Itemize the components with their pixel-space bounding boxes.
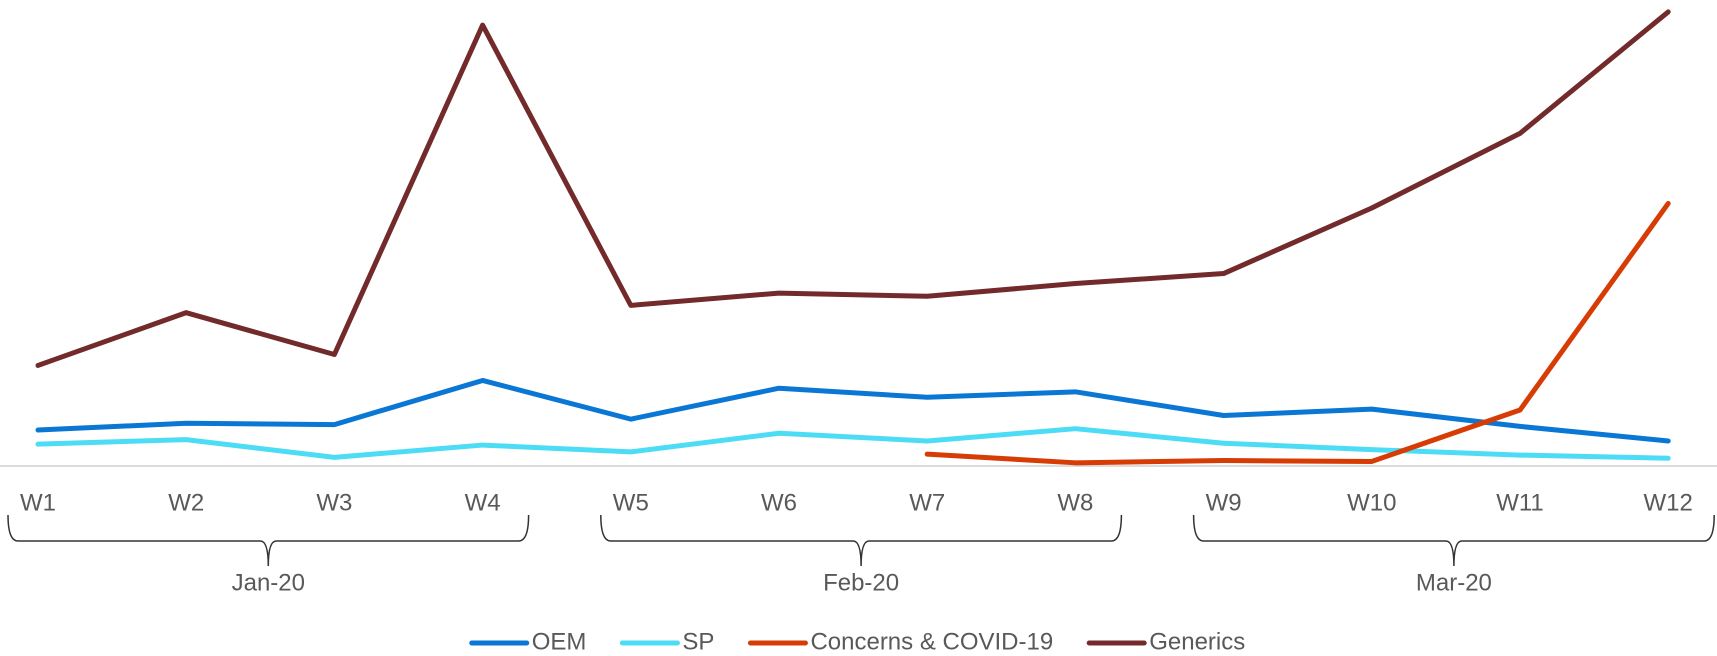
x-tick-label: W10	[1347, 489, 1396, 516]
legend-label: Generics	[1149, 628, 1245, 655]
group-label: Mar-20	[1416, 569, 1492, 596]
x-tick-label: W7	[909, 489, 945, 516]
legend-label: Concerns & COVID-19	[810, 628, 1053, 655]
x-tick-label: W11	[1496, 489, 1544, 516]
x-tick-label: W1	[20, 489, 56, 516]
group-bracket	[600, 514, 1123, 567]
x-tick-label: W9	[1206, 489, 1242, 516]
legend: OEM SP Concerns & COVID-19 Generics	[469, 628, 1245, 655]
x-tick-label: W3	[316, 489, 352, 516]
series-line	[35, 377, 1671, 444]
legend-label: SP	[682, 628, 714, 655]
series-line	[35, 9, 1671, 368]
group-label: Feb-20	[823, 569, 899, 596]
group-bracket	[1192, 514, 1715, 567]
x-tick-label: W6	[761, 489, 797, 516]
x-tick-label: W2	[168, 489, 204, 516]
x-tick-label: W5	[613, 489, 649, 516]
x-tick-label: W4	[465, 489, 501, 516]
x-tick-label: W8	[1057, 489, 1093, 516]
series-line	[924, 200, 1671, 466]
x-tick-label: W12	[1644, 489, 1693, 516]
group-bracket	[7, 514, 530, 567]
legend-label: OEM	[532, 628, 587, 655]
group-label: Jan-20	[232, 569, 305, 596]
